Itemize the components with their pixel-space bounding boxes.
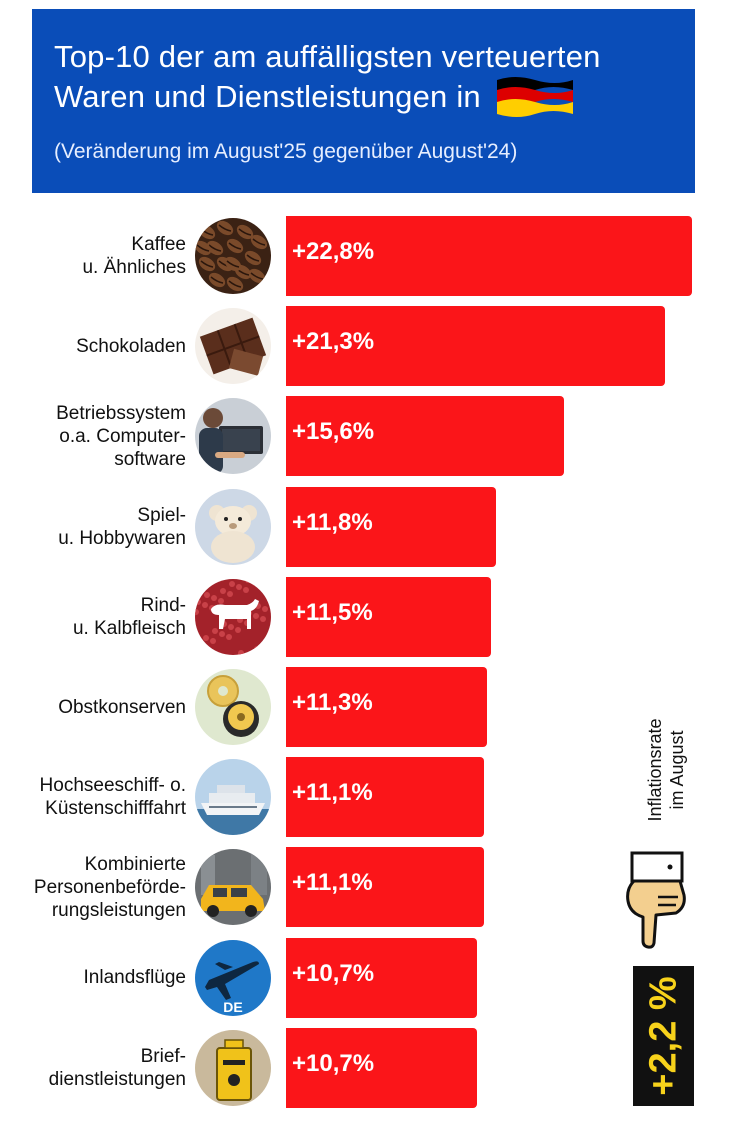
chart-row: Spiel-u. Hobbywaren +11,8% xyxy=(0,486,731,567)
category-label: Inlandsflüge xyxy=(0,938,186,1018)
chart-title: Top-10 der am auffälligsten verteuerten … xyxy=(54,37,684,121)
category-label: Spiel-u. Hobbywaren xyxy=(0,487,186,567)
data-label: +11,1% xyxy=(292,779,373,807)
category-label-text: Brief-dienstleistungen xyxy=(49,1045,186,1091)
category-label-line: Spiel- xyxy=(137,504,186,526)
teddy-bear-icon xyxy=(195,488,271,565)
data-label: +10,7% xyxy=(292,1049,375,1077)
bar xyxy=(286,486,496,567)
category-label-line: Küstenschifffahrt xyxy=(45,798,186,820)
category-label: Betriebssystem o.a. Computer-software xyxy=(0,396,186,476)
chart-row: Inlandsflüge DE +10,7% xyxy=(0,937,731,1018)
chart-row: Hochseeschiff- o. Küstenschifffahrt +11,1% xyxy=(0,757,731,838)
category-label-text: Hochseeschiff- o. Küstenschifffahrt xyxy=(40,774,186,820)
chart-row: Kombinierte Personenbeförde-rungsleistung… xyxy=(0,847,731,928)
data-label: +15,6% xyxy=(292,418,375,446)
category-label-text: Obstkonserven xyxy=(58,696,186,719)
category-label-text: Kaffee u. Ähnliches xyxy=(82,233,186,279)
category-label-line: Schokoladen xyxy=(76,335,186,357)
category-label: Brief-dienstleistungen xyxy=(0,1028,186,1108)
data-label: +11,1% xyxy=(292,869,373,897)
category-label-text: Rind-u. Kalbfleisch xyxy=(73,594,186,640)
inflation-value: +2,2 % xyxy=(642,976,684,1096)
header-banner: Top-10 der am auffälligsten verteuerten … xyxy=(32,9,695,193)
category-label-line: Betriebssystem xyxy=(56,402,186,424)
category-label-line: dienstleistungen xyxy=(48,1068,186,1090)
chart-row: Kaffee u. Ähnliches +22,8% xyxy=(0,216,731,296)
category-label-line: rungsleistungen xyxy=(51,899,186,921)
chart-row: Rind-u. Kalbfleisch +11,5% xyxy=(0,576,731,657)
chart-row: Brief-dienstleistungen +10,7% xyxy=(0,1027,731,1108)
inflation-label-line-2: im August xyxy=(667,730,687,810)
category-label-text: Spiel-u. Hobbywaren xyxy=(58,504,186,550)
category-label-text: Schokoladen xyxy=(76,335,186,358)
category-label-text: Inlandsflüge xyxy=(84,966,186,989)
bar xyxy=(286,757,484,838)
category-label-text: Betriebssystem o.a. Computer-software xyxy=(56,402,186,471)
airplane-icon: DE xyxy=(195,939,271,1016)
category-label-line: Brief- xyxy=(140,1045,186,1067)
category-label-line: Kaffee xyxy=(131,234,186,255)
taxi-icon xyxy=(195,849,271,926)
cruise-ship-icon xyxy=(195,759,271,836)
chart-row: Schokoladen +21,3% xyxy=(0,306,731,387)
data-label: +11,8% xyxy=(292,508,373,536)
data-label: +11,5% xyxy=(292,598,373,626)
category-label: Rind-u. Kalbfleisch xyxy=(0,577,186,657)
inflation-box: +2,2 % xyxy=(633,966,694,1106)
category-label-line: u. Ähnliches xyxy=(82,257,186,278)
category-label-line: Hochseeschiff- o. xyxy=(39,775,186,797)
title-line-2-text: Waren und Dienstleistungen in xyxy=(54,79,481,115)
category-label-line: Personenbeförde- xyxy=(33,876,186,898)
inflation-label-line-1: Inflationsrate xyxy=(645,718,665,822)
coffee-beans-icon xyxy=(195,218,271,294)
category-label-line: software xyxy=(114,448,186,470)
bar xyxy=(286,937,477,1018)
category-label-line: u. Hobbywaren xyxy=(58,527,186,549)
data-label: +10,7% xyxy=(292,959,375,987)
chart-row: Obstkonserven +11,3% xyxy=(0,667,731,747)
canned-pineapple-icon xyxy=(195,669,271,745)
bar xyxy=(286,216,692,296)
category-label: Kaffee u. Ähnliches xyxy=(0,216,186,296)
category-label-text: Kombinierte Personenbeförde-rungsleistung… xyxy=(34,853,186,922)
de-badge: DE xyxy=(223,999,242,1015)
category-label-line: Inlandsflüge xyxy=(83,967,186,989)
category-label-line: u. Kalbfleisch xyxy=(72,617,186,639)
chart-row: Betriebssystem o.a. Computer-software +15,… xyxy=(0,396,731,477)
bar xyxy=(286,847,484,928)
laptop-user-icon xyxy=(195,398,271,475)
bar xyxy=(286,396,564,477)
bar xyxy=(286,1027,477,1108)
chart-subtitle: (Veränderung im August'25 gegenüber Augu… xyxy=(54,140,518,163)
cow-icon xyxy=(195,578,271,655)
title-line-1: Top-10 der am auffälligsten verteuerten xyxy=(54,39,601,74)
title-line-2: Waren und Dienstleistungen in xyxy=(54,77,684,121)
bar xyxy=(286,576,491,657)
data-label: +11,3% xyxy=(292,689,373,716)
category-label-line: Rind- xyxy=(140,594,186,616)
german-flag-icon xyxy=(496,77,573,117)
category-label-line: Kombinierte xyxy=(84,853,186,875)
inflation-label-text: Inflationsrate im August xyxy=(644,706,688,834)
category-label: Kombinierte Personenbeförde-rungsleistung… xyxy=(0,847,186,927)
category-label-line: o.a. Computer- xyxy=(59,425,186,447)
mailbox-icon xyxy=(195,1029,271,1106)
category-label: Schokoladen xyxy=(0,306,186,386)
bar xyxy=(286,306,665,387)
category-label-line: Obstkonserven xyxy=(58,696,186,718)
inflation-label: Inflationsrate im August xyxy=(636,706,696,834)
data-label: +21,3% xyxy=(292,328,375,356)
pointing-hand-icon xyxy=(626,851,686,949)
category-label: Hochseeschiff- o. Küstenschifffahrt xyxy=(0,757,186,837)
data-label: +22,8% xyxy=(292,238,375,265)
bar xyxy=(286,667,487,747)
category-label: Obstkonserven xyxy=(0,667,186,747)
chocolate-icon xyxy=(195,308,271,385)
